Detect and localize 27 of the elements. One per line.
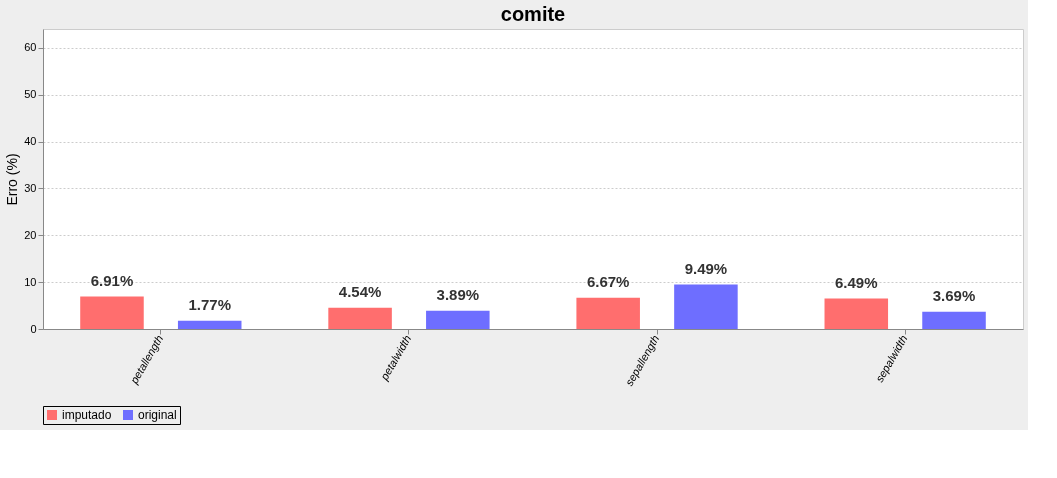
bar [426,310,490,329]
bar [80,296,144,329]
data-label: 6.67% [586,272,630,290]
data-label: 3.89% [436,285,480,303]
y-tick-label: 20 [24,228,37,241]
y-tick-label: 0 [30,322,37,335]
bar [328,307,392,329]
bar [824,298,889,329]
y-tick-label: 60 [24,41,37,54]
data-label: 3.69% [932,286,976,304]
y-tick-label: 30 [24,181,37,194]
data-label: 4.54% [338,282,382,300]
y-axis-title: Erro (%) [4,153,21,206]
bar [922,311,986,329]
legend-label: original [138,408,177,422]
data-label: 1.77% [188,295,231,313]
y-tick-label: 10 [24,275,37,288]
bar [576,297,640,329]
chart-title: comite [500,3,566,25]
data-label: 6.91% [90,271,134,289]
y-tick-label: 50 [24,88,37,101]
data-label: 6.49% [835,273,878,291]
data-label: 9.49% [684,259,728,277]
y-tick-label: 40 [24,135,37,147]
bar [674,284,738,329]
bar [177,320,242,329]
legend-label: imputado [62,408,112,422]
